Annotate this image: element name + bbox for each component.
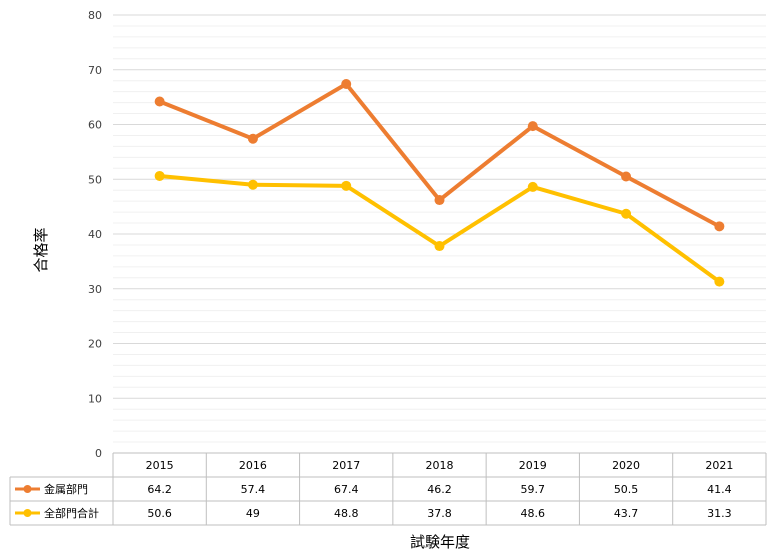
data-point — [341, 180, 352, 191]
x-tick-label: 2019 — [519, 459, 547, 472]
legend-key-marker — [23, 485, 32, 493]
data-label: 50.5 — [614, 483, 639, 496]
series-line-2 — [159, 173, 721, 284]
legend-label: 全部門合計 — [44, 506, 99, 520]
data-point — [714, 221, 725, 232]
data-point — [621, 208, 632, 219]
data-label: 37.8 — [427, 507, 452, 520]
y-tick-label: 80 — [88, 9, 102, 22]
x-tick-label: 2015 — [146, 459, 174, 472]
data-table: 2015 2016 2017 2018 2019 2020 2021 金属部門 64.2 57.4… — [9, 452, 767, 526]
data-point — [434, 195, 445, 206]
data-label: 50.6 — [147, 507, 172, 520]
y-tick-label: 70 — [88, 64, 102, 77]
legend-label: 金属部門 — [44, 482, 88, 496]
data-point — [434, 241, 445, 252]
data-label: 48.6 — [521, 507, 546, 520]
y-tick-label: 30 — [88, 283, 102, 296]
data-point — [621, 171, 632, 182]
data-point — [714, 276, 725, 287]
legend-key-marker — [23, 509, 32, 517]
data-label: 64.2 — [147, 483, 172, 496]
data-point — [247, 133, 258, 144]
y-tick-label: 40 — [88, 228, 102, 241]
data-label: 31.3 — [707, 507, 732, 520]
data-point — [341, 78, 352, 89]
gridlines — [113, 14, 766, 454]
data-point — [527, 181, 538, 192]
data-point — [527, 121, 538, 132]
x-axis-title: 試験年度 — [410, 533, 470, 551]
x-tick-label: 2016 — [239, 459, 267, 472]
data-point — [154, 170, 165, 181]
y-tick-label: 0 — [95, 447, 102, 460]
x-tick-label: 2020 — [612, 459, 640, 472]
data-point — [247, 179, 258, 190]
data-label: 59.7 — [521, 483, 546, 496]
data-label: 49 — [246, 507, 260, 520]
y-tick-label: 50 — [88, 173, 102, 186]
series-lines — [154, 78, 725, 287]
data-label: 48.8 — [334, 507, 359, 520]
data-label: 43.7 — [614, 507, 639, 520]
x-tick-label: 2017 — [332, 459, 360, 472]
data-label: 57.4 — [241, 483, 266, 496]
y-tick-label: 20 — [88, 338, 102, 351]
data-label: 67.4 — [334, 483, 359, 496]
y-tick-label: 10 — [88, 392, 102, 405]
x-tick-label: 2021 — [705, 459, 733, 472]
y-tick-label: 60 — [88, 119, 102, 132]
data-label: 46.2 — [427, 483, 452, 496]
y-axis-ticks: 0 10 20 30 40 50 60 70 80 — [88, 9, 102, 460]
y-axis-title: 合格率 — [32, 227, 50, 272]
data-label: 41.4 — [707, 483, 732, 496]
data-point — [154, 96, 165, 107]
x-tick-label: 2018 — [426, 459, 454, 472]
